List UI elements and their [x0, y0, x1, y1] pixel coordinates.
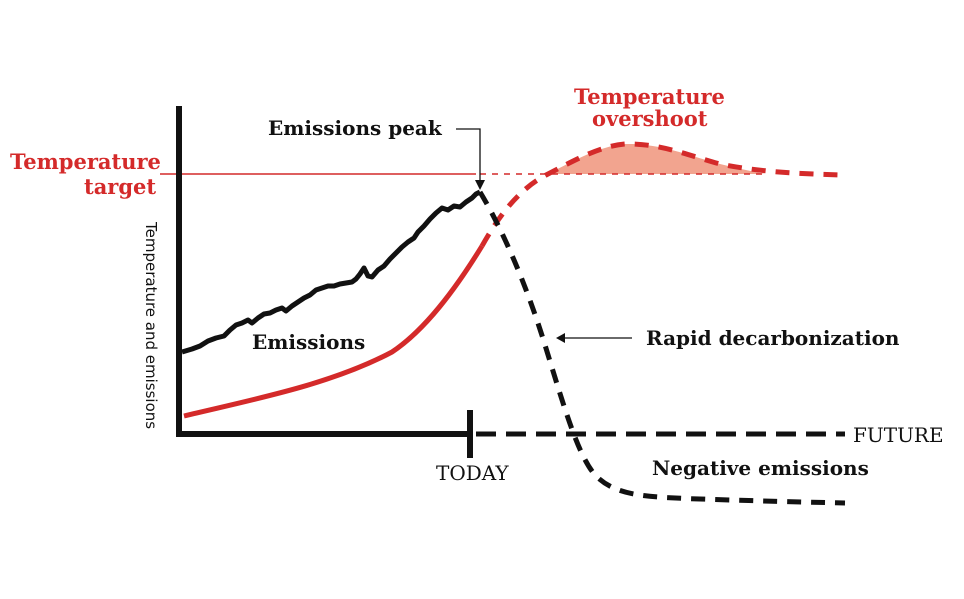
- arrow-down-icon: [456, 128, 485, 190]
- negative-emissions-label: Negative emissions: [652, 456, 869, 480]
- temperature-overshoot-label-line2: overshoot: [592, 106, 708, 131]
- temperature-target-label-line1: Temperature: [10, 149, 161, 174]
- emissions-projected-line: [477, 190, 846, 506]
- future-label: FUTURE: [853, 423, 944, 447]
- emissions-peak-label: Emissions peak: [268, 116, 442, 140]
- temperature-overshoot-label-line1: Temperature: [574, 84, 725, 109]
- temperature-projected-line: [479, 141, 846, 248]
- temperature-historical-line: [183, 244, 485, 419]
- emissions-historical-line: [181, 189, 482, 355]
- today-label: TODAY: [436, 461, 509, 485]
- temperature-target-label-line2: target: [84, 174, 157, 199]
- temperature-overshoot-area: [548, 143, 765, 174]
- rapid-decarbonization-label: Rapid decarbonization: [646, 326, 900, 350]
- emissions-label: Emissions: [252, 330, 366, 354]
- arrow-left-icon: [556, 333, 632, 343]
- y-axis-label: Temperature and emissions: [142, 222, 160, 430]
